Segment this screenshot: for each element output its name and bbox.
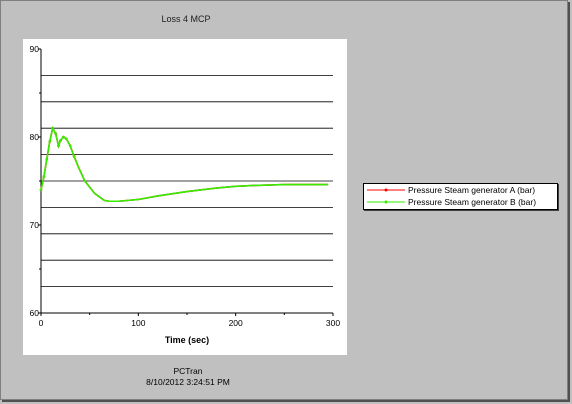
series-point <box>57 144 60 148</box>
legend-swatch-a <box>367 188 405 192</box>
series-point <box>51 126 54 130</box>
footer-timestamp: 8/10/2012 3:24:51 PM <box>146 377 230 387</box>
series-point <box>62 135 65 139</box>
x-tick-label: 300 <box>326 318 340 328</box>
y-tick-label: 60 <box>30 308 40 318</box>
legend-label-a: Pressure Steam generator A (bar) <box>408 185 536 195</box>
legend-label-b: Pressure Steam generator B (bar) <box>408 197 537 207</box>
y-tick-label: 90 <box>30 44 40 54</box>
legend-entry-a: Pressure Steam generator A (bar) <box>364 184 557 196</box>
series-point <box>45 157 49 161</box>
x-tick-label: 100 <box>131 318 145 328</box>
series-point <box>54 132 57 135</box>
plot-panel: 60 70 80 90 0 100 200 300 Time (sec) <box>23 39 347 355</box>
footer-app-name: PCTran <box>173 366 203 376</box>
series-point <box>48 140 52 143</box>
series-line-b <box>40 125 329 203</box>
y-tick-label: 70 <box>30 220 40 230</box>
y-tick-label: 80 <box>30 132 40 142</box>
series-point <box>65 137 68 141</box>
x-tick-label: 0 <box>39 318 44 328</box>
series-line-a <box>40 125 329 203</box>
legend-swatch-b <box>367 200 405 204</box>
x-tick-label: 200 <box>229 318 243 328</box>
legend-entry-b: Pressure Steam generator B (bar) <box>364 196 557 208</box>
series-point <box>68 144 72 148</box>
series-point <box>42 175 46 178</box>
plot-area: 60 70 80 90 0 100 200 300 Time (sec) <box>30 44 341 345</box>
series-point <box>39 188 43 192</box>
legend: Pressure Steam generator A (bar) Pressur… <box>363 183 558 210</box>
chart-title: Loss 4 MCP <box>161 14 211 24</box>
series-point <box>72 155 76 158</box>
series-point <box>59 139 62 142</box>
x-axis-label: Time (sec) <box>165 335 209 345</box>
